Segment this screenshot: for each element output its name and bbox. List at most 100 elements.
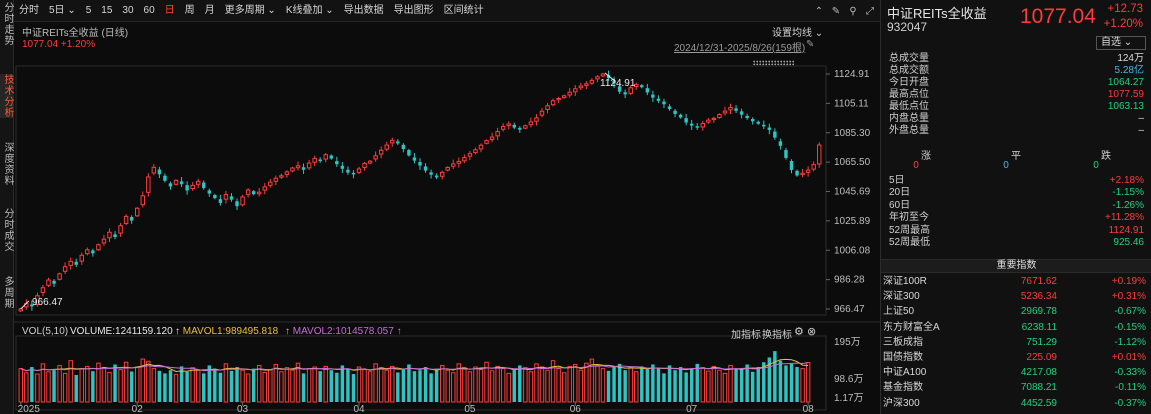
volume-bar-down bbox=[745, 364, 749, 402]
candle-up bbox=[445, 166, 450, 171]
toolbar-item-7[interactable]: 周 bbox=[184, 4, 195, 16]
switch-indicator-button[interactable]: 换指标 bbox=[762, 330, 792, 341]
toolbar-item-1[interactable]: 5日 ⌄ bbox=[49, 4, 76, 16]
ma-settings-button[interactable]: 设置均线 ⌄ bbox=[772, 28, 824, 39]
high-point-label: 1124.91 bbox=[600, 78, 636, 89]
toolbar-item-8[interactable]: 月 bbox=[204, 4, 215, 16]
volume-bar-down bbox=[684, 372, 688, 402]
candle-up bbox=[290, 167, 295, 172]
stat-label: 最低点位 bbox=[889, 101, 929, 112]
volume-bar-up bbox=[706, 370, 711, 403]
candle-up bbox=[500, 126, 506, 130]
stat-value: 1064.27 bbox=[1107, 77, 1144, 88]
ud-label: 平 bbox=[1011, 151, 1021, 162]
index-row-price: 6238.11 bbox=[1021, 321, 1057, 333]
index-row[interactable]: 沪深300 4452.59 -0.37% bbox=[881, 396, 1151, 411]
volume-bar-down bbox=[651, 364, 655, 402]
candle-down bbox=[329, 155, 334, 159]
stat-label: 今日开盘 bbox=[889, 77, 929, 88]
index-row[interactable]: 上证50 2969.78 -0.67% bbox=[881, 304, 1151, 319]
volume-bar-up bbox=[700, 367, 706, 403]
vol-indicator-name[interactable]: VOL(5,10) bbox=[22, 326, 69, 337]
volume-bar-up bbox=[195, 369, 201, 403]
volume-bar-up bbox=[107, 371, 112, 403]
period-toolbar: 分时 5日 ⌄ 5 15 30 60 日周月更多周期 ⌄ K线叠加 ⌄ 导出数据 导出图形 区间统计… bbox=[14, 0, 880, 22]
index-row-change: -0.11% bbox=[1115, 382, 1146, 394]
candle-up bbox=[711, 117, 717, 121]
index-row[interactable]: 深证100R 7671.62 +0.19% bbox=[881, 274, 1151, 289]
toolbar-item-0[interactable]: 分时 bbox=[19, 4, 39, 16]
candle-down bbox=[756, 121, 760, 124]
pin-icon[interactable]: ⚲ bbox=[849, 5, 857, 17]
nav-tab-2[interactable]: 深度资料 bbox=[0, 142, 14, 186]
volume-bar-up bbox=[40, 363, 46, 403]
pin-range-icon[interactable]: ✎ bbox=[806, 39, 815, 50]
collapse-icon[interactable]: ⌃ bbox=[814, 5, 824, 17]
nav-tab-label: 技术分析 bbox=[2, 74, 13, 118]
volume-bar-up bbox=[173, 373, 179, 403]
volume-bar-up bbox=[295, 362, 301, 403]
volume-bar-up bbox=[495, 365, 500, 403]
candle-down bbox=[340, 165, 345, 169]
volume-bar-up bbox=[24, 372, 29, 403]
stat-value: – bbox=[1138, 125, 1144, 136]
kline-chart-svg[interactable]: 1124.91 1105.11 1085.30 1065.50 1045.69 1025.… bbox=[14, 22, 880, 414]
period-row: 52周最高 1124.91 bbox=[889, 225, 1144, 237]
nav-tab-3[interactable]: 分时成交 bbox=[0, 208, 14, 252]
candle-up bbox=[722, 110, 728, 114]
candle-down bbox=[623, 92, 627, 95]
volume-bar-up bbox=[101, 367, 107, 403]
volume-bar-up bbox=[451, 372, 456, 403]
volume-bar-up bbox=[367, 371, 373, 403]
volume-bar-up bbox=[456, 363, 462, 403]
index-row[interactable]: 深证300 5236.34 +0.31% bbox=[881, 289, 1151, 304]
candle-down bbox=[434, 175, 439, 178]
candle-up bbox=[101, 238, 107, 244]
toolbar-item-11[interactable]: 导出数据 bbox=[343, 4, 384, 16]
volume-bar-up bbox=[523, 367, 528, 403]
candle-up bbox=[384, 144, 389, 150]
candle-up bbox=[96, 244, 101, 251]
index-row[interactable]: 中证A100 4217.08 -0.33% bbox=[881, 365, 1151, 380]
brush-icon[interactable]: ✎ bbox=[831, 5, 841, 17]
add-to-watchlist-dropdown[interactable]: 自选 ⌄ bbox=[1096, 36, 1146, 50]
expand-icon[interactable]: ⤢ bbox=[866, 5, 874, 17]
toolbar-item-6[interactable]: 日 bbox=[164, 4, 175, 16]
indicator-settings-icon[interactable]: ⚙ bbox=[794, 326, 804, 338]
candle-down bbox=[739, 111, 744, 115]
nav-tab-0[interactable]: 分时走势 bbox=[0, 2, 14, 46]
toolbar-item-13[interactable]: 区间统计 bbox=[443, 4, 484, 16]
toolbar-item-12[interactable]: 导出图形 bbox=[393, 4, 434, 16]
candle-down bbox=[512, 124, 516, 128]
toolbar-item-9[interactable]: 更多周期 ⌄ bbox=[224, 4, 276, 16]
price-change: +12.73 bbox=[1107, 3, 1144, 15]
toolbar-item-10[interactable]: K线叠加 ⌄ bbox=[285, 4, 334, 16]
ud-value: 0 bbox=[1093, 160, 1099, 171]
volume-bar-up bbox=[68, 360, 73, 403]
candle-up bbox=[240, 196, 245, 206]
index-row[interactable]: 国债指数 225.09 +0.01% bbox=[881, 350, 1151, 365]
x-tick-label: 07 bbox=[686, 404, 698, 414]
candle-up bbox=[589, 79, 595, 84]
index-row[interactable]: 东方财富全A 6238.11 -0.15% bbox=[881, 320, 1151, 335]
toolbar-item-3[interactable]: 15 bbox=[101, 4, 113, 16]
toolbar-item-4[interactable]: 30 bbox=[122, 4, 134, 16]
indicator-close-icon[interactable]: ⊗ bbox=[807, 326, 817, 338]
index-row[interactable]: 基金指数 7088.21 -0.11% bbox=[881, 380, 1151, 395]
volume-bar-down bbox=[512, 370, 516, 402]
candle-up bbox=[190, 184, 195, 190]
toolbar-item-5[interactable]: 60 bbox=[143, 4, 155, 16]
index-row[interactable]: 三板成指 751.29 -1.12% bbox=[881, 335, 1151, 350]
candle-up bbox=[484, 140, 489, 144]
kline-chart-area[interactable]: 1124.91 1105.11 1085.30 1065.50 1045.69 1025.… bbox=[14, 22, 880, 414]
volume-bar-down bbox=[168, 370, 173, 402]
volume-bar-down bbox=[401, 368, 406, 402]
nav-tab-4[interactable]: 多周期 bbox=[0, 276, 14, 309]
volume-bar-up bbox=[711, 365, 717, 403]
volume-panel-frame bbox=[15, 335, 827, 411]
add-indicator-button[interactable]: 加指标 bbox=[731, 330, 761, 341]
candle-down bbox=[684, 118, 688, 123]
toolbar-item-2[interactable]: 5 bbox=[85, 4, 92, 16]
candle-down bbox=[662, 101, 666, 105]
nav-tab-1[interactable]: 技术分析 bbox=[0, 74, 14, 118]
